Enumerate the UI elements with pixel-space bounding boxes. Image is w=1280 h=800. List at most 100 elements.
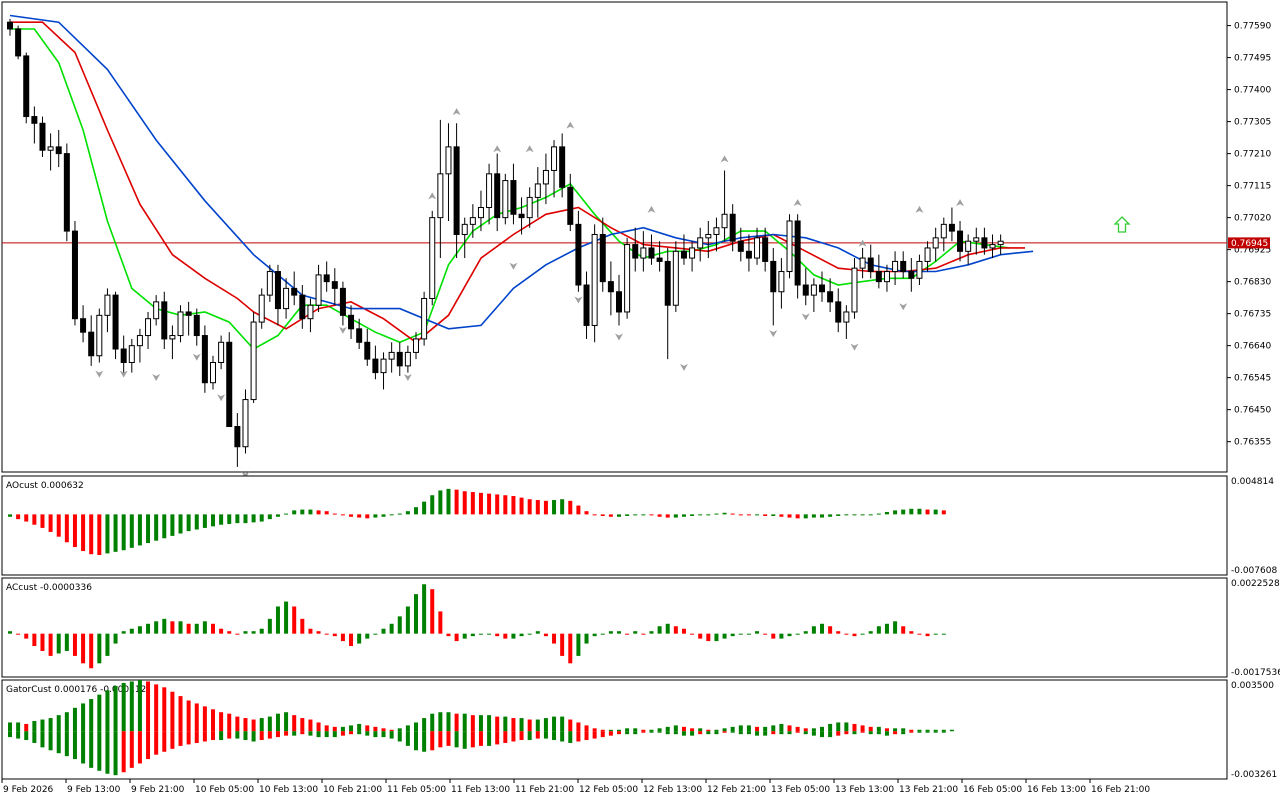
price-tick-label: 0.77210	[1234, 150, 1271, 160]
candle	[948, 207, 955, 242]
histogram-bar	[178, 621, 183, 634]
gator-lower-bar	[925, 731, 930, 733]
gator-lower-bar	[787, 731, 792, 735]
gator-lower-bar	[113, 731, 118, 776]
gator-upper-bar	[665, 726, 670, 732]
histogram-bar	[617, 514, 621, 517]
histogram-bar	[56, 514, 61, 537]
candle	[169, 325, 176, 360]
candle-body	[648, 247, 655, 259]
histogram-bar	[202, 514, 207, 528]
candle-body	[437, 173, 444, 219]
fractal-down-icon	[152, 373, 161, 381]
histogram-bar	[72, 514, 77, 548]
candle	[291, 271, 298, 306]
candle	[892, 251, 899, 286]
candle-body	[973, 237, 980, 242]
candle	[177, 305, 184, 343]
candle	[486, 163, 493, 225]
histogram-bar	[535, 500, 540, 515]
candle-body	[421, 297, 428, 340]
candle-body	[672, 250, 679, 306]
gator-lower-bar	[901, 731, 906, 735]
gator-lower-bar	[608, 731, 613, 736]
gator-upper-bar	[527, 719, 532, 732]
histogram-bar	[121, 631, 126, 634]
histogram-bar	[836, 514, 841, 516]
histogram-bar	[113, 633, 118, 644]
gator-upper-bar	[381, 728, 386, 732]
gator-upper-bar	[560, 716, 565, 732]
gator-lower-bar	[722, 731, 727, 733]
gator-upper-bar	[787, 725, 792, 732]
candle-body	[372, 358, 379, 374]
gator-axis-top: 0.003500	[1231, 681, 1274, 691]
ao-panel[interactable]: AOcust 0.000632 0.004814 -0.007608	[1, 475, 1277, 576]
candle-body	[997, 240, 1004, 246]
candle-body	[900, 260, 907, 273]
candle	[981, 227, 988, 255]
gator-panel[interactable]: GatorCust 0.000176 -0.000112 0.003500 -0…	[1, 679, 1277, 780]
candle	[551, 140, 558, 198]
histogram-bar	[186, 623, 191, 634]
histogram-bar	[584, 511, 589, 515]
ao-histogram	[8, 488, 946, 556]
gator-upper-bar	[405, 725, 410, 732]
histogram-bar	[657, 514, 662, 517]
histogram-bar	[178, 514, 183, 534]
histogram-bar	[552, 500, 557, 515]
gator-lower-bar	[617, 731, 621, 735]
gator-upper-bar	[584, 725, 589, 732]
gator-upper-bar	[519, 718, 524, 732]
gator-upper-bar	[105, 690, 110, 732]
gator-lower-bar	[811, 731, 816, 736]
candle	[396, 342, 403, 376]
candle	[737, 227, 744, 262]
time-axis: 9 Feb 2026 9 Feb 13:00 9 Feb 21:00 10 Feb 0…	[1, 779, 1150, 795]
candle-body	[299, 294, 306, 320]
candle	[226, 332, 233, 428]
gator-upper-bar	[600, 729, 605, 732]
histogram-bar	[633, 631, 638, 634]
candle-body	[957, 230, 964, 252]
histogram-bar	[373, 633, 378, 635]
candle-body	[542, 169, 549, 185]
histogram-bar	[316, 631, 321, 634]
candle	[567, 173, 574, 232]
candle	[924, 241, 931, 272]
gator-lower-bar	[519, 731, 524, 741]
histogram-bar	[16, 514, 21, 520]
candle	[607, 261, 614, 316]
gator-lower-bar	[97, 731, 102, 771]
histogram-bar	[462, 491, 467, 515]
gator-lower-bar	[738, 731, 743, 735]
histogram-bar	[308, 509, 313, 515]
gator-upper-bar	[933, 729, 938, 732]
gator-upper-bar	[698, 728, 703, 732]
histogram-bar	[405, 511, 410, 515]
gator-lower-bar	[48, 731, 53, 751]
candle-body	[778, 271, 785, 293]
histogram-bar	[828, 626, 833, 634]
gator-lower-bar	[219, 731, 224, 741]
candle	[136, 328, 143, 363]
ma-line	[10, 21, 1025, 344]
gator-lower-bar	[552, 731, 557, 741]
gator-lower-bar	[284, 731, 289, 736]
gator-upper-bar	[568, 719, 573, 732]
fractal-markers	[95, 108, 965, 479]
gator-upper-bar	[332, 726, 337, 732]
histogram-bar	[552, 633, 557, 644]
candle	[827, 278, 834, 312]
gator-upper-bar	[178, 696, 183, 732]
ac-panel[interactable]: ACcust -0.0000336 0.0022528 -0.0017536	[1, 577, 1280, 678]
gator-lower-bar	[511, 731, 516, 742]
price-panel[interactable]: 0.77590 0.77495 0.77400 0.77305 0.77210 0.771…	[1, 1, 1271, 479]
candle-body	[153, 301, 160, 320]
candle	[210, 355, 216, 390]
gator-upper-bar	[211, 709, 215, 732]
gator-upper-bar	[673, 725, 678, 732]
gator-lower-bar	[844, 731, 849, 735]
histogram-bar	[925, 509, 930, 515]
candle-body	[169, 335, 176, 340]
